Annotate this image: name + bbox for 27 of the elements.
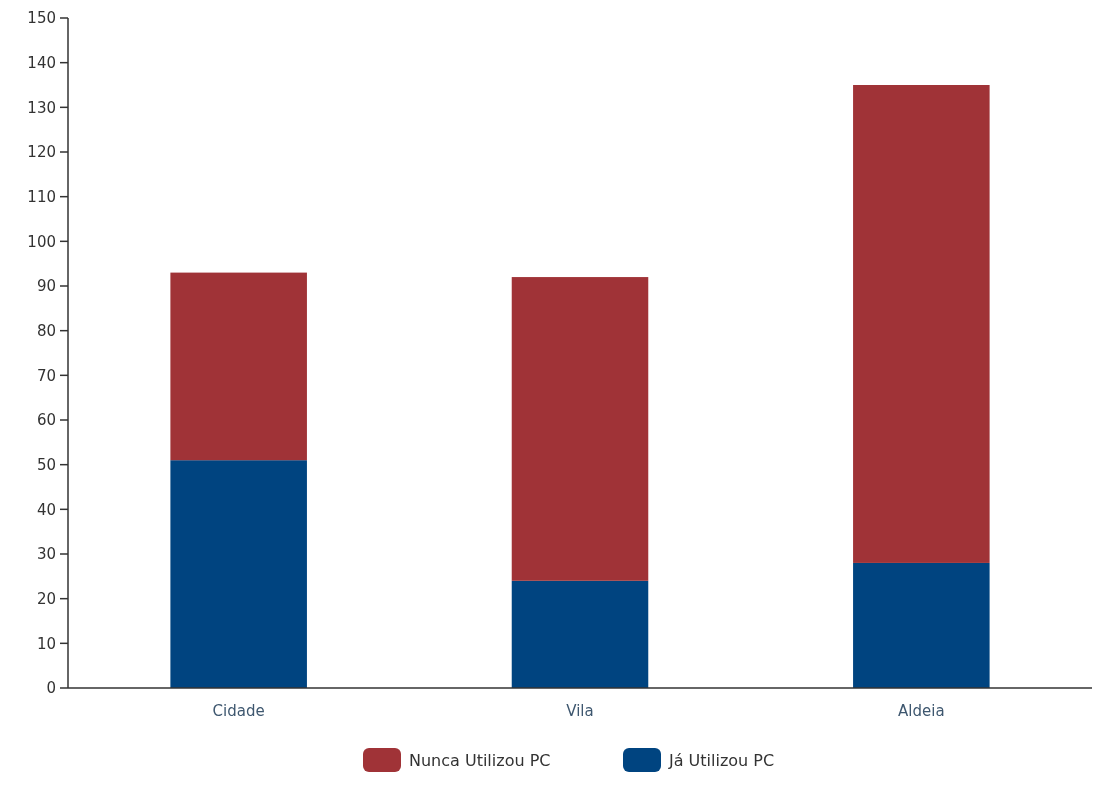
x-tick-label: Aldeia <box>898 702 945 720</box>
x-tick-label: Cidade <box>212 702 265 720</box>
x-tick-label: Vila <box>566 702 594 720</box>
y-tick-label: 30 <box>36 545 56 564</box>
y-tick-label: 10 <box>36 634 56 653</box>
y-tick-label: 110 <box>27 187 56 206</box>
y-tick-label: 140 <box>27 53 56 72</box>
y-tick-label: 40 <box>36 500 56 519</box>
bar <box>853 562 990 688</box>
y-tick-label: 90 <box>36 277 56 296</box>
y-tick-label: 120 <box>27 143 56 162</box>
y-tick-label: 150 <box>27 9 56 28</box>
bar <box>853 85 990 563</box>
y-tick-label: 100 <box>27 232 56 251</box>
bar <box>511 277 649 581</box>
bar <box>170 272 307 461</box>
legend-label: Já Utilizou PC <box>668 750 775 770</box>
y-tick-label: 60 <box>36 411 56 430</box>
y-tick-label: 70 <box>36 366 56 385</box>
y-tick-label: 20 <box>36 589 56 608</box>
y-tick-label: 80 <box>36 321 56 340</box>
y-tick-label: 50 <box>36 455 56 474</box>
legend-label: Nunca Utilizou PC <box>409 750 551 770</box>
bar <box>511 580 649 688</box>
y-tick-label: 130 <box>27 98 56 117</box>
bar <box>170 460 307 688</box>
y-tick-label: 0 <box>46 679 56 698</box>
